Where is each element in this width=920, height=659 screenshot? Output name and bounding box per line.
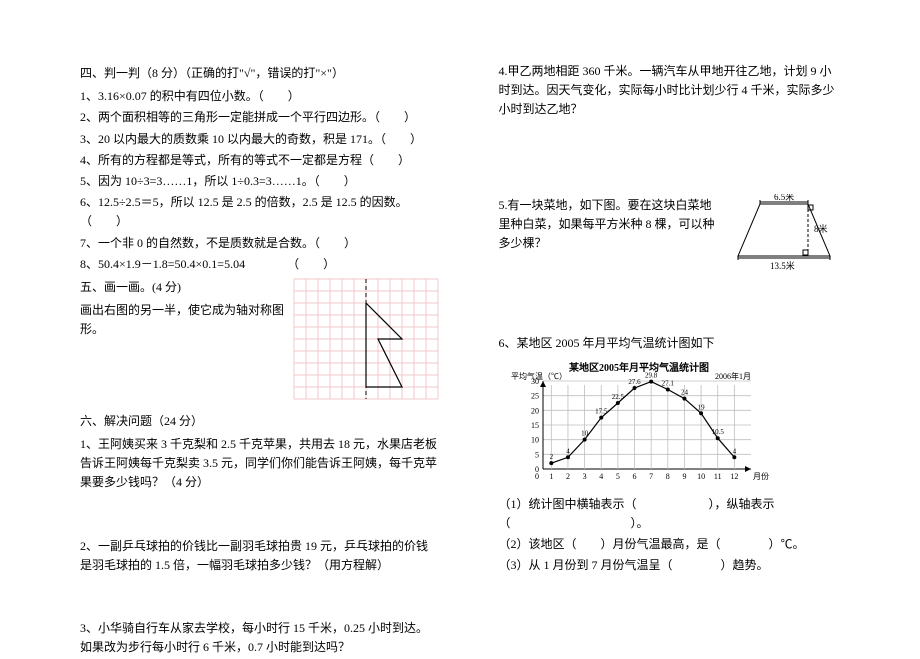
sec4-q4: 4、所有的方程都是等式，所有的等式不一定都是方程（ ） xyxy=(80,151,439,170)
sec6-q6a: （1）统计图中横轴表示（ ），纵轴表示（ ）。 xyxy=(499,495,840,533)
svg-text:10.5: 10.5 xyxy=(711,428,724,436)
chart-wrap: 某地区2005年月平均气温统计图2006年1月平均气温（℃）0510152025… xyxy=(509,359,840,489)
svg-text:10: 10 xyxy=(697,472,705,481)
svg-text:5: 5 xyxy=(615,472,619,481)
trap-right-label: 8米 xyxy=(814,223,828,234)
sec4-q1: 1、3.16×0.07 的积中有四位小数。（ ） xyxy=(80,87,439,106)
sec4-q5: 5、因为 10÷3=3……1，所以 1÷0.3=3……1。（ ） xyxy=(80,172,439,191)
svg-text:平均气温（℃）: 平均气温（℃） xyxy=(511,371,567,381)
svg-text:19: 19 xyxy=(697,403,705,411)
svg-text:月份: 月份 xyxy=(753,471,769,481)
svg-text:22.5: 22.5 xyxy=(611,393,624,401)
svg-text:27.1: 27.1 xyxy=(661,379,674,387)
svg-text:9: 9 xyxy=(682,472,686,481)
svg-text:5: 5 xyxy=(535,450,539,459)
svg-text:10: 10 xyxy=(581,429,589,437)
svg-text:20: 20 xyxy=(531,406,539,415)
svg-text:17.5: 17.5 xyxy=(595,407,608,415)
svg-text:15: 15 xyxy=(531,421,539,430)
sec4-q2: 2、两个面积相等的三角形一定能拼成一个平行四边形。（ ） xyxy=(80,108,439,127)
svg-text:7: 7 xyxy=(649,472,653,481)
sec4-q7: 7、一个非 0 的自然数，不是质数就是合数。（ ） xyxy=(80,234,439,253)
sec5-wrap: 五、画一画。(4 分) 画出右图的另一半，使它成为轴对称图形。 xyxy=(80,278,439,400)
svg-text:6: 6 xyxy=(632,472,636,481)
sec4-q3: 3、20 以内最大的质数乘 10 以内最大的奇数，积是 171。（ ） xyxy=(80,130,439,149)
svg-text:3: 3 xyxy=(582,472,586,481)
symmetry-grid xyxy=(293,278,439,400)
col-right: 4.甲乙两地相距 360 千米。一辆汽车从甲地开往乙地，计划 9 小时到达。因天… xyxy=(499,60,840,659)
svg-text:10: 10 xyxy=(531,435,539,444)
sec6-q3: 3、小华骑自行车从家去学校，每小时行 15 千米，0.25 小时到达。如果改为步… xyxy=(80,619,439,657)
svg-text:0: 0 xyxy=(535,472,539,481)
col-left: 四、判一判（8 分）（正确的打"√"，错误的打"×"） 1、3.16×0.07 … xyxy=(80,60,439,659)
svg-text:2: 2 xyxy=(565,472,569,481)
svg-text:12: 12 xyxy=(730,472,738,481)
svg-text:某地区2005年月平均气温统计图: 某地区2005年月平均气温统计图 xyxy=(569,361,709,374)
sec6-q1: 1、王阿姨买来 3 千克梨和 2.5 千克苹果，共用去 18 元，水果店老板告诉… xyxy=(80,435,439,493)
svg-text:2006年1月: 2006年1月 xyxy=(715,371,751,381)
sec4-title: 四、判一判（8 分）（正确的打"√"，错误的打"×"） xyxy=(80,64,439,83)
page-columns: 四、判一判（8 分）（正确的打"√"，错误的打"×"） 1、3.16×0.07 … xyxy=(80,60,840,659)
sec6-q4: 4.甲乙两地相距 360 千米。一辆汽车从甲地开往乙地，计划 9 小时到达。因天… xyxy=(499,62,840,120)
svg-text:4: 4 xyxy=(599,472,603,481)
svg-text:4: 4 xyxy=(566,447,570,455)
svg-text:29.8: 29.8 xyxy=(645,371,658,379)
svg-text:2: 2 xyxy=(549,453,553,461)
svg-text:24: 24 xyxy=(680,388,688,396)
sec6-q2: 2、一副乒乓球拍的价钱比一副羽毛球拍贵 19 元，乒乓球拍的价钱是羽毛球拍的 1… xyxy=(80,537,439,575)
svg-text:25: 25 xyxy=(531,391,539,400)
sec4-q6: 6、12.5÷2.5＝5，所以 12.5 是 2.5 的倍数，2.5 是 12.… xyxy=(80,193,439,231)
svg-text:4: 4 xyxy=(732,447,736,455)
svg-text:30: 30 xyxy=(531,377,539,386)
trap-bottom-label: 13.5米 xyxy=(770,260,795,271)
temperature-chart: 某地区2005年月平均气温统计图2006年1月平均气温（℃）0510152025… xyxy=(509,359,769,489)
sec6-title: 六、解决问题（24 分） xyxy=(80,412,439,431)
trapezoid-diagram: 6.5米 8米 13.5米 xyxy=(730,194,840,272)
sec6-q6: 6、某地区 2005 年月平均气温统计图如下 xyxy=(499,334,840,353)
svg-text:11: 11 xyxy=(713,472,721,481)
sec6-q6b: （2）该地区（ ）月份气温最高，是（ ）℃。 xyxy=(499,535,840,554)
sec6-q6c: （3）从 1 月份到 7 月份气温呈（ ）趋势。 xyxy=(499,556,840,575)
svg-text:8: 8 xyxy=(665,472,669,481)
sec4-q8: 8、50.4×1.9－1.8=50.4×0.1=5.04 （ ） xyxy=(80,255,439,274)
svg-text:1: 1 xyxy=(549,472,553,481)
sec6-q5-wrap: 6.5米 8米 13.5米 5.有一块菜地，如下图。要在这块白菜地里种白菜，如果… xyxy=(499,194,840,272)
trap-top-label: 6.5米 xyxy=(774,194,794,202)
svg-text:27.6: 27.6 xyxy=(628,378,641,386)
